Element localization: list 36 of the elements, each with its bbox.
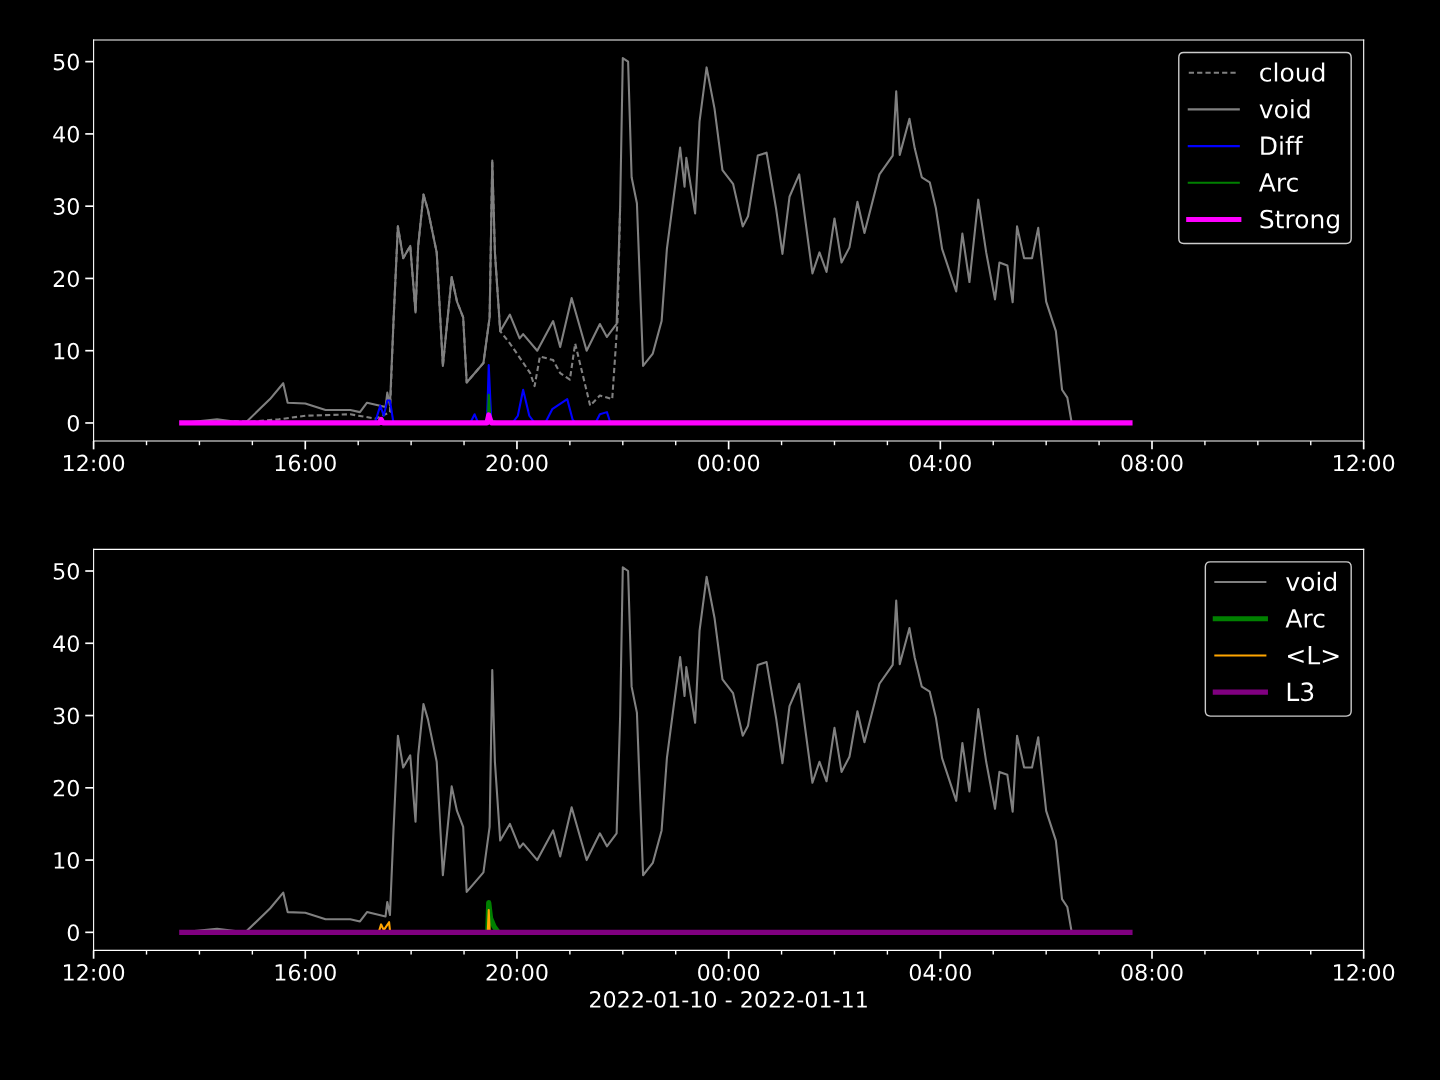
x-tick-label: 16:00: [275, 963, 336, 981]
y-tick-label: 30: [53, 198, 79, 215]
x-tick-label: 08:00: [1121, 454, 1183, 472]
x-tick-label: 00:00: [698, 963, 760, 981]
x-tick-label: 12:00: [64, 454, 125, 472]
y-tick-label: 10: [54, 342, 79, 360]
x-tick-label: 08:00: [1121, 963, 1183, 981]
x-tick-label: 20:00: [486, 454, 548, 472]
x-tick-label: 16:00: [275, 454, 336, 472]
y-tick-label: 20: [53, 270, 79, 288]
y-tick-label: 30: [53, 707, 79, 725]
x-tick-label: 12:00: [64, 963, 125, 981]
x-tick-label: 04:00: [909, 454, 971, 472]
legend-label: Diff: [1261, 135, 1304, 155]
legend-label: Arc: [1285, 609, 1325, 628]
legend-label: void: [1259, 99, 1310, 119]
y-tick-label: 10: [54, 852, 79, 869]
y-tick-label: 50: [53, 53, 79, 71]
y-tick-label: 20: [53, 779, 79, 797]
legend-label: cloud: [1260, 62, 1325, 82]
x-tick-label: 20:00: [486, 963, 548, 981]
x-tick-label: 04:00: [909, 963, 971, 981]
legend-label: L3: [1287, 682, 1314, 702]
x-axis-title: 2022-01-10 - 2022-01-11: [590, 991, 867, 1008]
legend-label: Arc: [1258, 173, 1298, 192]
legend-label: void: [1286, 571, 1336, 592]
y-tick-label: 0: [67, 414, 79, 432]
legend-label: <L>: [1288, 645, 1339, 665]
x-tick-label: 12:00: [1334, 454, 1395, 472]
legend-label: Strong: [1260, 209, 1339, 234]
y-tick-label: 40: [53, 635, 79, 653]
x-tick-label: 00:00: [698, 454, 760, 472]
x-tick-label: 12:00: [1334, 963, 1395, 981]
y-tick-label: 40: [53, 125, 79, 143]
y-tick-label: 50: [53, 562, 79, 580]
y-tick-label: 0: [67, 924, 79, 942]
